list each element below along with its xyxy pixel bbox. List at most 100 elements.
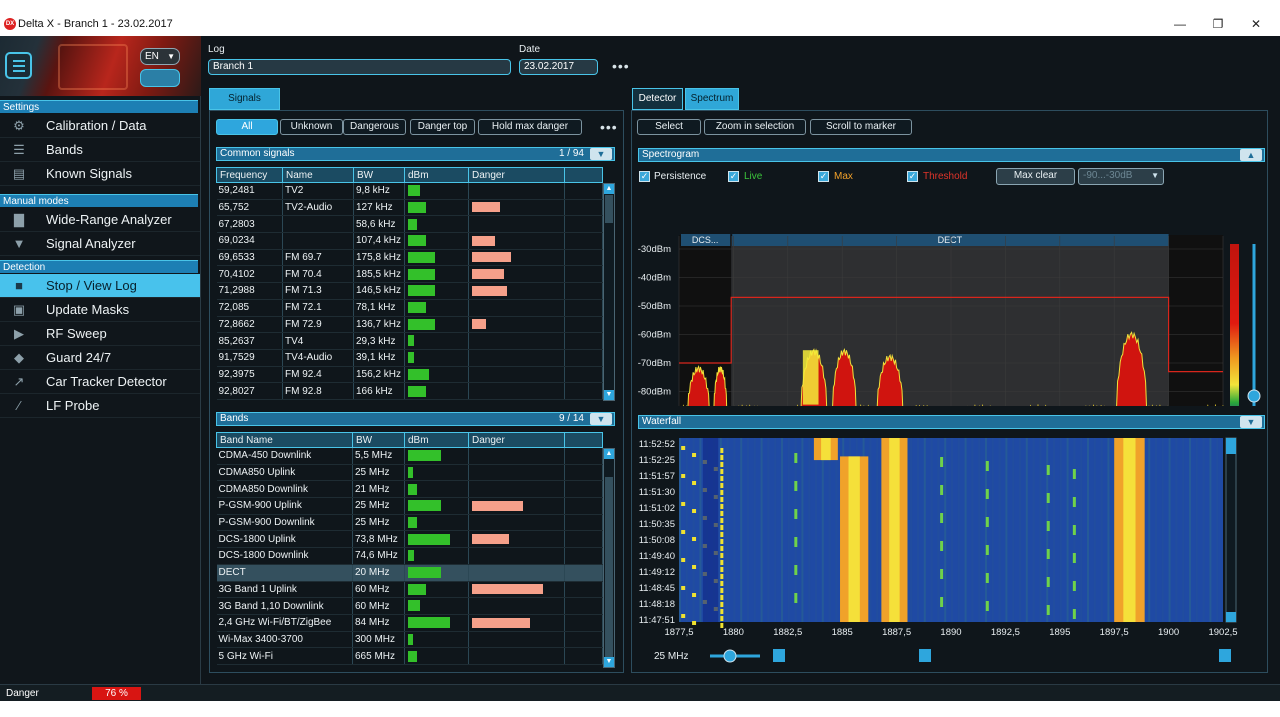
maximize-button[interactable]: ❐ bbox=[1212, 17, 1224, 31]
max-clear-button[interactable]: Max clear bbox=[996, 168, 1075, 185]
language-select[interactable]: EN ▼ bbox=[140, 48, 180, 65]
table-row[interactable]: CDMA850 Downlink 21 MHz bbox=[216, 480, 603, 499]
live-checkbox[interactable]: ✓ bbox=[728, 171, 739, 182]
tab-signals[interactable]: Signals bbox=[209, 88, 280, 110]
filter-all-button[interactable]: All bbox=[216, 119, 278, 135]
table-row[interactable]: Wi-Max 3400-3700 300 MHz bbox=[216, 631, 603, 649]
span-slider-knob[interactable] bbox=[723, 649, 737, 663]
range-select[interactable]: -90...-30dB ▼ bbox=[1078, 168, 1164, 185]
column-header-dbm[interactable]: dBm bbox=[404, 432, 469, 448]
column-header-name[interactable]: Name bbox=[282, 167, 354, 183]
scroll-left-icon[interactable] bbox=[773, 649, 785, 662]
column-header-bw[interactable]: BW bbox=[352, 432, 405, 448]
date-field[interactable]: 23.02.2017 bbox=[519, 59, 598, 75]
table-row[interactable]: 71,2988 FM 71.3 146,5 kHz bbox=[216, 282, 603, 300]
table-row[interactable]: 67,2803 58,6 kHz bbox=[216, 215, 603, 234]
scroll-right-icon[interactable] bbox=[1219, 649, 1231, 662]
table-row[interactable]: 3G Band 1,10 Downlink 60 MHz bbox=[216, 597, 603, 615]
waterfall-chart[interactable]: 11:52:52 11:52:25 11:51:57 11:51:30 11:51:02… bbox=[632, 434, 1264, 672]
scroll-to-marker-button[interactable]: Scroll to marker bbox=[810, 119, 912, 135]
table-row[interactable]: P-GSM-900 Downlink 25 MHz bbox=[216, 514, 603, 532]
column-header-band-name[interactable]: Band Name bbox=[216, 432, 353, 448]
table-row[interactable]: 69,6533 FM 69.7 175,8 kHz bbox=[216, 249, 603, 267]
scroll-down-icon[interactable] bbox=[1226, 612, 1236, 622]
scroll-thumb[interactable] bbox=[605, 195, 613, 223]
scroll-down-icon[interactable]: ▼ bbox=[604, 390, 614, 400]
table-row[interactable]: 91,7529 TV4-Audio 39,1 kHz bbox=[216, 349, 603, 367]
sidebar-item-signal-analyzer[interactable]: ▼ Signal Analyzer bbox=[0, 232, 200, 256]
sidebar-item-update-masks[interactable]: ▣ Update Masks bbox=[0, 298, 200, 322]
table-row[interactable]: 92,3975 FM 92.4 156,2 kHz bbox=[216, 366, 603, 384]
tab-detector[interactable]: Detector bbox=[632, 88, 683, 110]
filter-danger-top-button[interactable]: Danger top bbox=[410, 119, 475, 135]
table-row[interactable]: 59,2481 TV2 9,8 kHz bbox=[216, 182, 603, 200]
common-signals-scrollbar[interactable]: ▲ ▼ bbox=[603, 183, 615, 401]
table-row[interactable]: 72,085 FM 72.1 78,1 kHz bbox=[216, 299, 603, 317]
table-row[interactable]: DCS-1800 Uplink 73,8 MHz bbox=[216, 530, 603, 549]
table-row[interactable]: 3G Band 1 Uplink 60 MHz bbox=[216, 581, 603, 599]
table-row[interactable]: CDMA850 Uplink 25 MHz bbox=[216, 464, 603, 482]
filter-hold-max-danger-button[interactable]: Hold max danger bbox=[478, 119, 582, 135]
table-row[interactable]: 69,0234 107,4 kHz bbox=[216, 232, 603, 250]
more-button[interactable]: ••• bbox=[612, 58, 630, 74]
table-row[interactable]: 85,2637 TV4 29,3 kHz bbox=[216, 332, 603, 350]
table-row[interactable]: 70,4102 FM 70.4 185,5 kHz bbox=[216, 265, 603, 284]
collapse-chevron-icon[interactable]: ▲ bbox=[1240, 149, 1262, 161]
sidebar-item-calibration-data[interactable]: ⚙ Calibration / Data bbox=[0, 114, 200, 138]
log-field[interactable]: Branch 1 bbox=[208, 59, 511, 75]
scroll-thumb[interactable] bbox=[605, 477, 613, 657]
column-header-frequency[interactable]: Frequency bbox=[216, 167, 283, 183]
signals-more-button[interactable]: ••• bbox=[600, 119, 618, 135]
waterfall-streak bbox=[910, 438, 913, 622]
scroll-up-icon[interactable]: ▲ bbox=[604, 449, 614, 459]
column-header-dbm[interactable]: dBm bbox=[404, 167, 469, 183]
tab-spectrum[interactable]: Spectrum bbox=[685, 88, 739, 110]
cell-name: FM 69.7 bbox=[282, 249, 354, 267]
max-checkbox[interactable]: ✓ bbox=[818, 171, 829, 182]
table-row[interactable]: 65,752 TV2-Audio 127 kHz bbox=[216, 199, 603, 217]
minimize-button[interactable]: — bbox=[1174, 17, 1186, 31]
table-row[interactable]: P-GSM-900 Uplink 25 MHz bbox=[216, 497, 603, 515]
column-header-danger[interactable]: Danger bbox=[468, 167, 565, 183]
sidebar-item-bands[interactable]: ☰ Bands bbox=[0, 138, 200, 162]
waterfall-scrollbar[interactable] bbox=[1225, 437, 1237, 623]
sidebar-item-known-signals[interactable]: ▤ Known Signals bbox=[0, 162, 200, 186]
spectrogram-chart[interactable]: DCS... DECT -30dBm -40dBm -50dBm -60dBm -70dBm… bbox=[632, 194, 1264, 406]
threshold-checkbox[interactable]: ✓ bbox=[907, 171, 918, 182]
table-row[interactable]: 2,4 GHz Wi-Fi/BT/ZigBee 84 MHz bbox=[216, 614, 603, 632]
column-header-bw[interactable]: BW bbox=[353, 167, 405, 183]
menu-button[interactable] bbox=[5, 52, 32, 79]
table-row[interactable]: 5 GHz Wi-Fi 665 MHz bbox=[216, 647, 603, 665]
collapse-chevron-icon[interactable]: ▼ bbox=[590, 148, 612, 160]
scroll-up-icon[interactable]: ▲ bbox=[604, 184, 614, 194]
scroll-position-thumb[interactable] bbox=[919, 649, 931, 662]
language-apply-button[interactable] bbox=[140, 69, 180, 87]
color-scale-slider-knob[interactable] bbox=[1247, 389, 1261, 403]
table-row[interactable]: 92,8027 FM 92.8 166 kHz bbox=[216, 382, 603, 400]
collapse-chevron-icon[interactable]: ▼ bbox=[590, 413, 612, 425]
table-row[interactable]: 72,8662 FM 72.9 136,7 kHz bbox=[216, 316, 603, 334]
table-row[interactable]: DECT 20 MHz bbox=[216, 564, 603, 582]
sidebar-item-stop-view-log[interactable]: ■ Stop / View Log bbox=[0, 274, 200, 298]
select-button[interactable]: Select bbox=[637, 119, 701, 135]
zoom-in-selection-button[interactable]: Zoom in selection bbox=[704, 119, 806, 135]
sidebar-item-guard-24-7[interactable]: ◆ Guard 24/7 bbox=[0, 346, 200, 370]
collapse-chevron-icon[interactable]: ▼ bbox=[1240, 416, 1262, 428]
scroll-down-icon[interactable]: ▼ bbox=[604, 657, 614, 667]
table-row[interactable]: CDMA-450 Downlink 5,5 MHz bbox=[216, 447, 603, 465]
table-row[interactable]: DCS-1800 Downlink 74,6 MHz bbox=[216, 547, 603, 565]
filter-unknown-button[interactable]: Unknown bbox=[280, 119, 343, 135]
sidebar-item-car-tracker-detector[interactable]: ↗ Car Tracker Detector bbox=[0, 370, 200, 394]
sidebar-item-rf-sweep[interactable]: ▶ RF Sweep bbox=[0, 322, 200, 346]
persistence-checkbox[interactable]: ✓ bbox=[639, 171, 650, 182]
sidebar-item-lf-probe[interactable]: ⁄ LF Probe bbox=[0, 394, 200, 418]
cell-bw: 60 MHz bbox=[352, 597, 405, 615]
filter-dangerous-button[interactable]: Dangerous bbox=[343, 119, 406, 135]
close-button[interactable]: ✕ bbox=[1250, 17, 1262, 31]
sidebar-item-label: Signal Analyzer bbox=[46, 236, 136, 251]
column-header-danger[interactable]: Danger bbox=[468, 432, 565, 448]
scroll-up-icon[interactable] bbox=[1226, 438, 1236, 454]
cell-extra bbox=[564, 232, 603, 250]
bands-scrollbar[interactable]: ▲ ▼ bbox=[603, 448, 615, 668]
sidebar-item-wide-range-analyzer[interactable]: ▇ Wide-Range Analyzer bbox=[0, 208, 200, 232]
